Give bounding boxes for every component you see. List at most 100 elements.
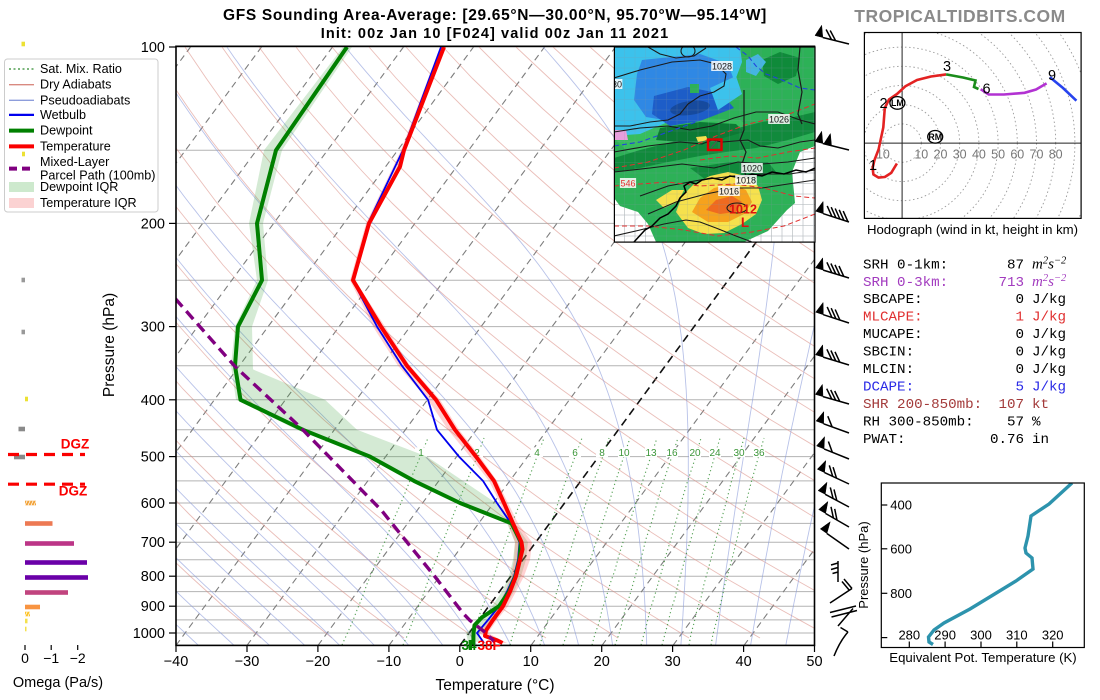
svg-text:Hodograph (wind in kt, height: Hodograph (wind in kt, height in km) xyxy=(867,222,1078,237)
svg-text:%: % xyxy=(1032,414,1041,430)
svg-text:Wetbulb: Wetbulb xyxy=(40,108,86,122)
svg-text:3: 3 xyxy=(943,59,951,75)
svg-text:0: 0 xyxy=(1015,362,1024,378)
svg-text:300: 300 xyxy=(141,320,165,336)
svg-text:Temperature (°C): Temperature (°C) xyxy=(435,677,554,694)
svg-text:5: 5 xyxy=(1015,379,1024,395)
svg-text:50: 50 xyxy=(806,654,822,670)
svg-text:PWAT:: PWAT: xyxy=(863,432,906,448)
svg-text:0: 0 xyxy=(21,650,29,666)
svg-text:−20: −20 xyxy=(306,654,331,670)
svg-text:J/kg: J/kg xyxy=(1032,310,1066,326)
svg-text:16: 16 xyxy=(666,448,678,459)
svg-text:50: 50 xyxy=(991,148,1005,162)
svg-text:1026: 1026 xyxy=(769,115,789,125)
svg-text:6: 6 xyxy=(572,448,578,459)
svg-text:40: 40 xyxy=(736,654,752,670)
svg-text:1: 1 xyxy=(418,448,424,459)
svg-text:20: 20 xyxy=(934,148,948,162)
svg-text:70: 70 xyxy=(1030,148,1044,162)
svg-text:0: 0 xyxy=(1015,292,1024,308)
svg-text:40: 40 xyxy=(972,148,986,162)
svg-text:MUCAPE:: MUCAPE: xyxy=(863,327,923,343)
svg-text:−40: −40 xyxy=(164,654,189,670)
svg-text:280: 280 xyxy=(898,628,920,643)
svg-text:57: 57 xyxy=(1007,414,1024,430)
svg-text:1: 1 xyxy=(1015,310,1024,326)
svg-text:20: 20 xyxy=(689,448,701,459)
svg-text:30: 30 xyxy=(733,448,745,459)
svg-text:30: 30 xyxy=(612,80,622,90)
svg-text:MLCAPE:: MLCAPE: xyxy=(863,310,923,326)
svg-text:Dry Adiabats: Dry Adiabats xyxy=(40,78,111,92)
svg-text:GFS Sounding Area-Average: [29: GFS Sounding Area-Average: [29.65°N—30.0… xyxy=(223,7,767,24)
svg-text:RM: RM xyxy=(928,132,942,142)
svg-text:1028: 1028 xyxy=(712,62,732,72)
svg-text:800: 800 xyxy=(141,569,165,585)
svg-text:1016: 1016 xyxy=(719,187,739,197)
svg-text:Sat. Mix. Ratio: Sat. Mix. Ratio xyxy=(40,62,122,76)
svg-text:600: 600 xyxy=(141,496,165,512)
svg-text:J/kg: J/kg xyxy=(1032,379,1066,395)
svg-text:290: 290 xyxy=(934,628,956,643)
svg-text:−30: −30 xyxy=(235,654,260,670)
svg-text:J/kg: J/kg xyxy=(1032,292,1066,308)
svg-text:38F: 38F xyxy=(478,638,501,653)
svg-text:0: 0 xyxy=(1015,327,1024,343)
svg-text:J/kg: J/kg xyxy=(1032,345,1066,361)
svg-text:9: 9 xyxy=(1048,68,1056,84)
svg-text:TROPICALTIDBITS.COM: TROPICALTIDBITS.COM xyxy=(854,6,1065,26)
svg-text:1018: 1018 xyxy=(736,176,756,186)
svg-text:500: 500 xyxy=(141,450,165,466)
svg-text:DGZ: DGZ xyxy=(59,484,88,499)
svg-text:SBCIN:: SBCIN: xyxy=(863,345,914,361)
svg-text:34: 34 xyxy=(461,638,477,653)
svg-text:Equivalent Pot. Temperature (K: Equivalent Pot. Temperature (K) xyxy=(889,650,1076,665)
svg-text:Mixed-Layer: Mixed-Layer xyxy=(40,155,109,169)
svg-text:6: 6 xyxy=(983,82,991,98)
svg-text:Temperature IQR: Temperature IQR xyxy=(40,196,137,210)
svg-text:L: L xyxy=(741,215,749,230)
svg-text:300: 300 xyxy=(970,628,992,643)
svg-text:30: 30 xyxy=(665,654,681,670)
svg-text:4: 4 xyxy=(534,448,540,459)
svg-text:J/kg: J/kg xyxy=(1032,327,1066,343)
svg-text:8: 8 xyxy=(599,448,605,459)
svg-text:10: 10 xyxy=(523,654,539,670)
svg-text:900: 900 xyxy=(141,599,165,615)
svg-text:10: 10 xyxy=(618,448,630,459)
svg-text:kt: kt xyxy=(1032,397,1049,413)
svg-text:Dewpoint IQR: Dewpoint IQR xyxy=(40,180,118,194)
svg-text:13: 13 xyxy=(645,448,657,459)
svg-text:87: 87 xyxy=(1007,257,1024,273)
svg-text:in: in xyxy=(1032,432,1049,448)
svg-text:−10: −10 xyxy=(377,654,402,670)
svg-text:Pressure (hPa): Pressure (hPa) xyxy=(856,521,871,608)
svg-text:SBCAPE:: SBCAPE: xyxy=(863,292,923,308)
svg-text:−1: −1 xyxy=(43,650,59,666)
svg-text:30: 30 xyxy=(953,148,967,162)
svg-text:400: 400 xyxy=(890,498,912,513)
svg-text:100: 100 xyxy=(141,40,165,56)
svg-text:600: 600 xyxy=(890,541,912,556)
svg-text:546: 546 xyxy=(620,179,635,189)
svg-text:10: 10 xyxy=(876,148,890,162)
svg-text:10: 10 xyxy=(914,148,928,162)
svg-text:713: 713 xyxy=(998,275,1024,291)
svg-text:60: 60 xyxy=(1010,148,1024,162)
svg-text:DGZ: DGZ xyxy=(61,437,90,452)
svg-text:MLCIN:: MLCIN: xyxy=(863,362,914,378)
svg-text:Parcel Path (100mb): Parcel Path (100mb) xyxy=(40,168,156,182)
svg-text:800: 800 xyxy=(890,586,912,601)
svg-text:20: 20 xyxy=(594,654,610,670)
svg-text:SHR 200-850mb:: SHR 200-850mb: xyxy=(863,397,982,413)
svg-text:0.76: 0.76 xyxy=(990,432,1024,448)
svg-text:80: 80 xyxy=(1049,148,1063,162)
svg-text:310: 310 xyxy=(1006,628,1028,643)
svg-text:Omega (Pa/s): Omega (Pa/s) xyxy=(13,675,103,691)
svg-text:36: 36 xyxy=(753,448,765,459)
svg-text:Dewpoint: Dewpoint xyxy=(40,124,93,138)
svg-text:1: 1 xyxy=(869,158,877,174)
svg-text:Pseudoadiabats: Pseudoadiabats xyxy=(40,93,130,107)
svg-text:24: 24 xyxy=(709,448,721,459)
